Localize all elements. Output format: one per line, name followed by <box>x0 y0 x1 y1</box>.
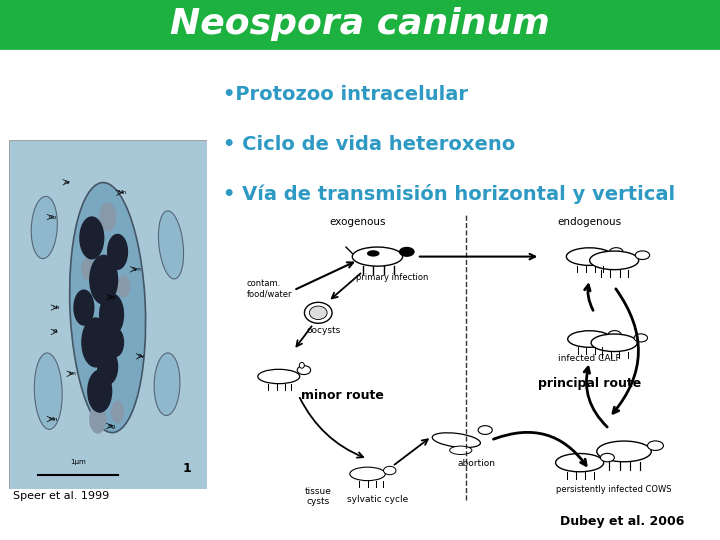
Text: Im: Im <box>68 372 76 376</box>
Text: minor route: minor route <box>302 389 384 402</box>
Circle shape <box>98 349 117 384</box>
Text: oocysts: oocysts <box>306 326 341 335</box>
Text: • Vía de transmisión horizontal y vertical: • Vía de transmisión horizontal y vertic… <box>223 184 675 204</box>
Text: principal route: principal route <box>538 377 641 390</box>
Text: exogenous: exogenous <box>330 217 386 227</box>
Ellipse shape <box>31 197 58 259</box>
Circle shape <box>74 290 94 325</box>
Text: abortion: abortion <box>457 459 495 468</box>
Text: endogenous: endogenous <box>557 217 621 227</box>
Ellipse shape <box>35 353 62 429</box>
Ellipse shape <box>432 433 480 448</box>
Text: Pi: Pi <box>53 329 58 334</box>
Text: 1: 1 <box>182 462 192 475</box>
Text: Lb: Lb <box>53 305 60 310</box>
Circle shape <box>90 255 117 304</box>
Circle shape <box>117 276 130 297</box>
Ellipse shape <box>158 211 184 279</box>
Text: Neospora caninum: Neospora caninum <box>170 7 550 40</box>
Ellipse shape <box>297 366 310 375</box>
Circle shape <box>99 294 124 335</box>
Ellipse shape <box>567 248 613 265</box>
Ellipse shape <box>591 334 637 352</box>
Ellipse shape <box>556 454 603 472</box>
Ellipse shape <box>478 426 492 435</box>
Circle shape <box>82 318 109 367</box>
Ellipse shape <box>608 330 621 338</box>
Text: tissue
cysts: tissue cysts <box>305 487 332 507</box>
Text: Ar: Ar <box>64 180 71 185</box>
Text: sylvatic cycle: sylvatic cycle <box>347 495 408 504</box>
Text: Speer et al. 1999: Speer et al. 1999 <box>13 491 109 501</box>
Ellipse shape <box>400 247 414 256</box>
Ellipse shape <box>600 454 614 462</box>
FancyBboxPatch shape <box>0 48 720 540</box>
Ellipse shape <box>258 369 300 383</box>
Circle shape <box>112 402 124 422</box>
Ellipse shape <box>70 183 145 433</box>
Ellipse shape <box>647 441 663 450</box>
Ellipse shape <box>367 250 379 256</box>
Text: Bg: Bg <box>108 423 116 429</box>
Text: • Ciclo de vida heteroxeno: • Ciclo de vida heteroxeno <box>223 134 516 154</box>
Text: Dubey et al. 2006: Dubey et al. 2006 <box>559 515 684 528</box>
Ellipse shape <box>635 251 649 260</box>
Circle shape <box>107 328 124 356</box>
Ellipse shape <box>567 330 611 347</box>
Circle shape <box>82 259 94 280</box>
Ellipse shape <box>352 247 402 266</box>
Circle shape <box>88 370 112 412</box>
Ellipse shape <box>609 248 623 256</box>
Ellipse shape <box>597 441 652 462</box>
Text: Co: Co <box>48 214 56 220</box>
Circle shape <box>310 306 327 320</box>
Text: persistently infected COWS: persistently infected COWS <box>557 485 672 495</box>
Ellipse shape <box>384 467 396 475</box>
Text: primary infection: primary infection <box>356 273 428 282</box>
Ellipse shape <box>350 467 385 481</box>
Circle shape <box>108 234 127 269</box>
Circle shape <box>99 203 115 231</box>
Text: 1μm: 1μm <box>70 460 86 465</box>
Text: infected CALF: infected CALF <box>558 354 621 363</box>
Ellipse shape <box>450 446 472 455</box>
FancyBboxPatch shape <box>9 140 207 489</box>
Text: Pv: Pv <box>138 354 145 359</box>
Ellipse shape <box>634 334 647 342</box>
Circle shape <box>305 302 332 323</box>
Ellipse shape <box>300 362 305 368</box>
Text: contam.
food/water: contam. food/water <box>247 279 292 298</box>
Ellipse shape <box>590 251 639 269</box>
Text: Mn: Mn <box>117 190 127 195</box>
Circle shape <box>80 217 104 259</box>
Text: Go: Go <box>108 295 117 300</box>
Text: Mn: Mn <box>48 416 58 422</box>
Circle shape <box>90 405 106 433</box>
FancyBboxPatch shape <box>0 0 720 48</box>
Ellipse shape <box>154 353 180 415</box>
Text: Sm: Sm <box>132 267 141 272</box>
Text: •Protozoo intracelular: •Protozoo intracelular <box>223 85 468 104</box>
